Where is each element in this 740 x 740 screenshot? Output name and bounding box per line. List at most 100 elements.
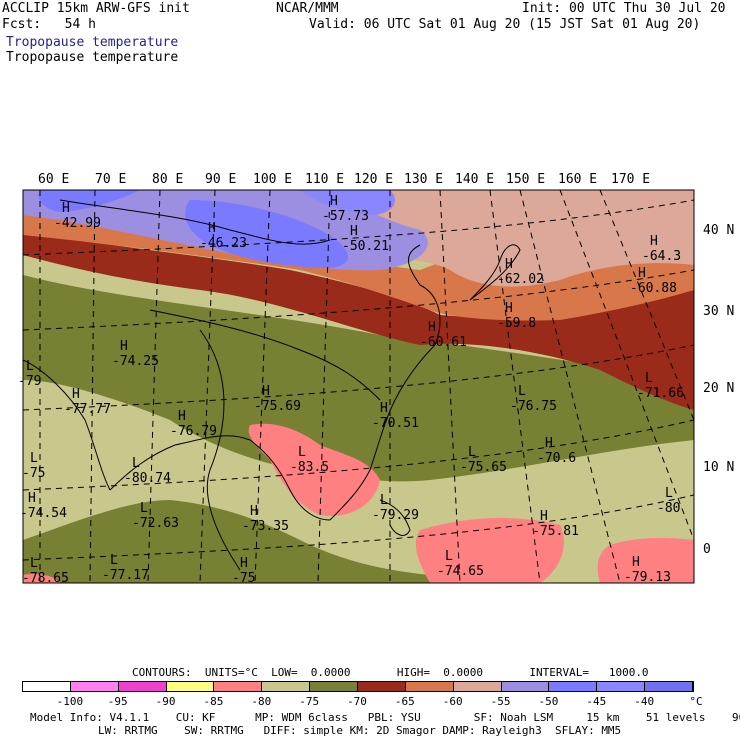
center-value: -50.21 xyxy=(342,239,389,254)
center-value: -70.51 xyxy=(372,416,419,431)
center-type: H xyxy=(28,491,36,506)
center-type: H xyxy=(330,194,338,209)
colorbar-label: -60 xyxy=(442,695,463,708)
colorbar-swatch xyxy=(214,682,263,691)
shade-minus80-b xyxy=(415,518,564,583)
center-value: -76.79 xyxy=(170,424,217,439)
center-type: L xyxy=(30,451,38,466)
lon-label: 150 E xyxy=(506,172,546,187)
colorbar-label: -75 xyxy=(299,695,320,708)
colorbar xyxy=(22,681,694,692)
lon-label: 80 E xyxy=(152,172,184,187)
center-value: -78.65 xyxy=(22,571,69,586)
center-type: L xyxy=(380,493,388,508)
colorbar-swatch xyxy=(310,682,358,691)
shade-minus65 xyxy=(23,232,694,410)
lon-label: 110 E xyxy=(305,172,345,187)
center-type: H xyxy=(380,401,388,416)
center-value: -74.25 xyxy=(112,354,159,369)
colorbar-label: -70 xyxy=(347,695,367,708)
colorbar-label: -90 xyxy=(155,695,176,708)
lat-label: 10 N xyxy=(703,460,735,475)
center-value: -76.75 xyxy=(510,399,557,414)
colorbar-label: -65 xyxy=(394,695,415,708)
center-value: -42.99 xyxy=(54,216,101,231)
center-value: -71.66 xyxy=(637,386,684,401)
center-value: -77.17 xyxy=(102,568,149,583)
center-type: H xyxy=(428,320,436,335)
lon-label: 130 E xyxy=(404,172,444,187)
center-type: L xyxy=(132,456,140,471)
center-type: H xyxy=(120,339,128,354)
center-value: -60.61 xyxy=(420,335,467,350)
colorbar-label: -50 xyxy=(538,695,559,708)
lat-label: 20 N xyxy=(703,381,735,396)
center-type: L xyxy=(665,486,673,501)
lon-label: 120 E xyxy=(354,172,394,187)
colorbar-label: -85 xyxy=(203,695,224,708)
center-value: -75 xyxy=(232,571,255,586)
colorbar-unit: °C xyxy=(689,695,703,708)
lat-label: 40 N xyxy=(703,223,735,238)
colorbar-swatch xyxy=(358,682,406,691)
center-type: H xyxy=(62,201,70,216)
colorbar-swatch xyxy=(118,682,167,691)
center-type: H xyxy=(632,555,640,570)
center-type: H xyxy=(638,266,646,281)
center-type: H xyxy=(240,556,248,571)
init-time: Init: 00 UTC Thu 30 Jul 20 xyxy=(522,1,726,16)
center-value: -70.6 xyxy=(537,451,576,466)
center-type: H xyxy=(545,436,553,451)
shade-minus70-south xyxy=(23,500,430,583)
lon-label: 90 E xyxy=(205,172,237,187)
center-type: L xyxy=(298,445,306,460)
shade-minus45-b xyxy=(185,200,349,268)
model-info-2: LW: RRTMG SW: RRTMG DIFF: simple KM: 2D … xyxy=(98,724,622,737)
center-value: -79.29 xyxy=(372,508,419,523)
shade-minus45-c xyxy=(300,190,395,215)
center-type: L xyxy=(518,384,526,399)
colorbar-swatch xyxy=(262,682,311,691)
shade-minus80-d xyxy=(23,573,60,583)
pressure-centers: H-42.99H-57.73H-46.23H-50.21 H-64.3H-62.0… xyxy=(18,194,684,586)
lat-label: 0 xyxy=(703,542,711,557)
shade-minus70 xyxy=(23,275,694,482)
field-title-primary: Tropopause temperature xyxy=(6,35,179,50)
center-value: -46.23 xyxy=(200,236,247,251)
center-value: -59.8 xyxy=(497,316,536,331)
center-value: -79.13 xyxy=(624,570,671,585)
forecast-hour: Fcst: 54 h xyxy=(2,17,96,32)
colorbar-label: -95 xyxy=(107,695,128,708)
center-type: H xyxy=(505,257,513,272)
center-value: -60.88 xyxy=(630,281,677,296)
colorbar-swatch xyxy=(166,682,215,691)
center-value: -75.81 xyxy=(532,524,579,539)
center-value: -72.63 xyxy=(132,516,179,531)
center-type: H xyxy=(262,384,270,399)
colorbar-swatch xyxy=(549,682,598,691)
center-value: -80.74 xyxy=(124,471,171,486)
colorbar-swatch xyxy=(597,682,646,691)
center-type: H xyxy=(650,234,658,249)
graticule xyxy=(23,190,694,583)
center-type: L xyxy=(110,553,118,568)
center-type: L xyxy=(140,501,148,516)
lon-label: 70 E xyxy=(95,172,127,187)
coastlines xyxy=(23,199,521,571)
model-title: ACCLIP 15km ARW-GFS init xyxy=(2,1,190,16)
center-value: -73.35 xyxy=(242,519,289,534)
center-value: -75.69 xyxy=(254,399,301,414)
center-value: -77.77 xyxy=(64,402,111,417)
colorbar-label: -100 xyxy=(56,695,84,708)
center-type: H xyxy=(208,221,216,236)
center-value: -80 xyxy=(657,501,680,516)
center-type: L xyxy=(645,371,653,386)
org-label: NCAR/MMM xyxy=(276,1,339,16)
center-value: -79 xyxy=(18,374,41,389)
center-value: -62.02 xyxy=(497,272,544,287)
center-type: L xyxy=(468,445,476,460)
center-value: -74.54 xyxy=(20,506,67,521)
center-value: -57.73 xyxy=(322,209,369,224)
colorbar-swatch xyxy=(501,682,550,691)
colorbar-label: -45 xyxy=(586,695,607,708)
